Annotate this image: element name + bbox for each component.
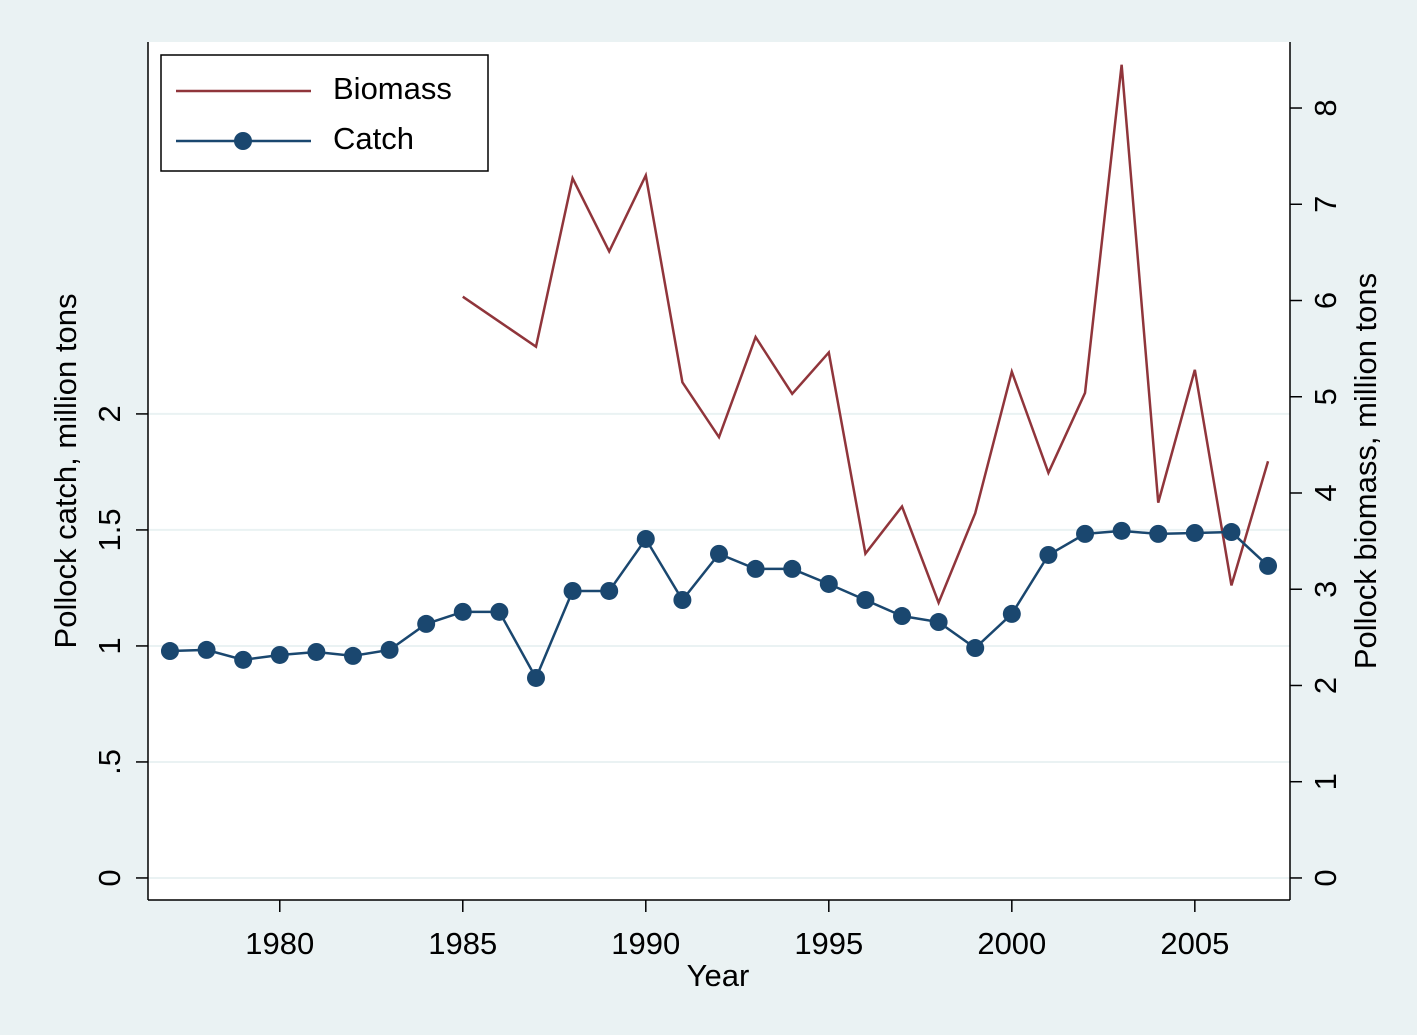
data-point [1002, 604, 1021, 623]
data-point [636, 529, 655, 548]
data-point [1259, 556, 1278, 575]
y2-tick-label: 0 [1308, 869, 1343, 886]
data-point [966, 639, 985, 658]
data-point [380, 640, 399, 659]
x-tick-label: 1980 [245, 926, 314, 961]
x-tick-label: 1985 [428, 926, 497, 961]
series-line [462, 64, 1270, 607]
data-point [343, 646, 362, 665]
data-point [417, 614, 436, 633]
data-point [1039, 545, 1058, 564]
legend-box [160, 54, 489, 172]
data-point [490, 602, 509, 621]
x-tick-label: 1990 [611, 926, 680, 961]
x-tick-label: 2000 [977, 926, 1046, 961]
data-point [856, 591, 875, 610]
y2-axis-title: Pollock biomass, million tons [1348, 273, 1383, 669]
x-tick-label: 2005 [1160, 926, 1229, 961]
y2-tick-label: 5 [1308, 388, 1343, 405]
x-axis-title: Year [687, 958, 750, 993]
legend-label: Catch [333, 121, 414, 156]
data-point [453, 602, 472, 621]
data-point [526, 668, 545, 687]
y2-tick-label: 1 [1308, 773, 1343, 790]
y-tick-label: 1.5 [92, 508, 127, 551]
legend-marker [234, 132, 252, 150]
data-point [1076, 524, 1095, 543]
data-point [929, 613, 948, 632]
data-point [1222, 523, 1241, 542]
y-tick-label: 1 [92, 637, 127, 654]
data-point [1185, 523, 1204, 542]
data-point [160, 642, 179, 661]
data-point [673, 591, 692, 610]
data-point [563, 581, 582, 600]
data-point [307, 642, 326, 661]
data-point [1112, 521, 1131, 540]
data-point [893, 607, 912, 626]
data-point [710, 544, 728, 563]
data-point [746, 559, 765, 578]
y2-tick-label: 8 [1308, 99, 1343, 116]
legend-label: Biomass [333, 71, 452, 106]
y2-tick-label: 6 [1308, 292, 1343, 309]
y2-tick-label: 4 [1308, 484, 1343, 501]
data-point [1149, 524, 1168, 543]
data-point [270, 645, 289, 664]
y-tick-label: .5 [92, 749, 127, 775]
x-tick-label: 1995 [794, 926, 863, 961]
y-tick-label: 0 [92, 869, 127, 886]
data-point [783, 559, 802, 578]
y2-tick-label: 3 [1308, 581, 1343, 598]
y-axis-title: Pollock catch, million tons [48, 294, 83, 649]
data-point [197, 640, 216, 659]
data-point [234, 650, 253, 669]
data-point [600, 581, 619, 600]
y2-tick-label: 2 [1308, 677, 1343, 694]
data-point [819, 574, 838, 593]
y-tick-label: 2 [92, 405, 127, 422]
y2-tick-label: 7 [1308, 196, 1343, 213]
plot-area [148, 42, 1290, 900]
